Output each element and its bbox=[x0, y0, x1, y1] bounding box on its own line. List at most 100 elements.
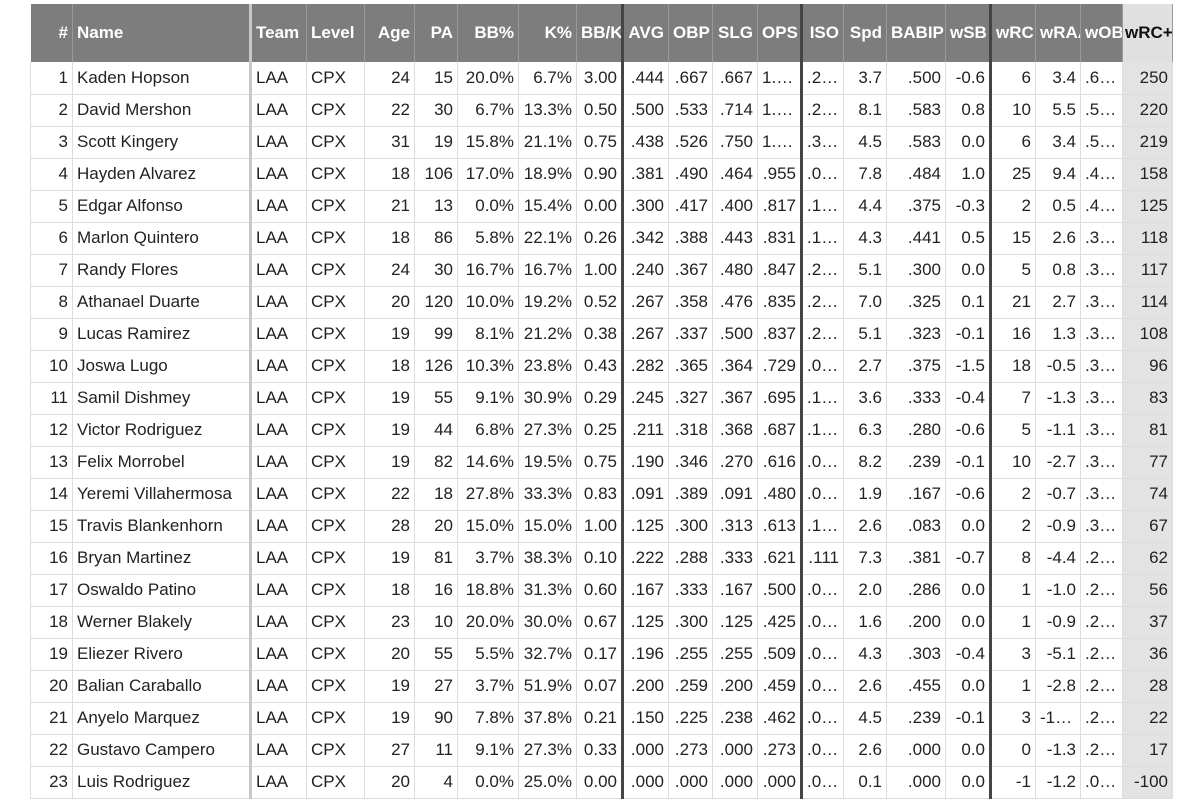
cell-obp: .288 bbox=[668, 542, 713, 575]
column-header-wrc-plus[interactable]: wRC+ bbox=[1122, 4, 1173, 62]
cell-spd: 0.1 bbox=[843, 766, 887, 799]
column-header-slg[interactable]: SLG bbox=[712, 4, 758, 62]
cell-obp: .667 bbox=[668, 62, 713, 95]
column-header-wsb[interactable]: wSB bbox=[945, 4, 992, 62]
table-row: 14 Yeremi Villahermosa LAA CPX 22 18 27.8% 33.3… bbox=[30, 478, 1173, 511]
player-name-cell[interactable]: Luis Rodriguez bbox=[72, 766, 252, 799]
player-name-cell[interactable]: Joswa Lugo bbox=[72, 350, 252, 383]
cell-wrc-plus: 96 bbox=[1122, 350, 1173, 383]
player-name-cell[interactable]: Bryan Martinez bbox=[72, 542, 252, 575]
cell-woba: .390 bbox=[1080, 254, 1123, 287]
cell-bb-pct: 3.7% bbox=[457, 670, 519, 703]
column-header-obp[interactable]: OBP bbox=[668, 4, 713, 62]
cell-spd: 7.0 bbox=[843, 286, 887, 319]
column-header-age[interactable]: Age bbox=[364, 4, 415, 62]
player-name-cell[interactable]: Scott Kingery bbox=[72, 126, 252, 159]
cell-pa: 30 bbox=[414, 94, 458, 127]
cell-k-pct: 25.0% bbox=[518, 766, 577, 799]
cell-wrc-plus: 118 bbox=[1122, 222, 1173, 255]
player-name-cell[interactable]: Victor Rodriguez bbox=[72, 414, 252, 447]
column-header-avg[interactable]: AVG bbox=[622, 4, 669, 62]
player-name-cell[interactable]: Eliezer Rivero bbox=[72, 638, 252, 671]
player-name-cell[interactable]: Randy Flores bbox=[72, 254, 252, 287]
column-header-level[interactable]: Level bbox=[306, 4, 365, 62]
player-name-cell[interactable]: Anyelo Marquez bbox=[72, 702, 252, 735]
cell-obp: .346 bbox=[668, 446, 713, 479]
stats-table: # Name Team Level Age PA BB% K% BB/K AVG OBP SLG OPS… bbox=[30, 4, 1173, 799]
player-name-cell[interactable]: Kaden Hopson bbox=[72, 62, 252, 95]
cell-pa: 44 bbox=[414, 414, 458, 447]
player-name-cell[interactable]: Lucas Ramirez bbox=[72, 318, 252, 351]
player-name-cell[interactable]: Marlon Quintero bbox=[72, 222, 252, 255]
cell-obp: .388 bbox=[668, 222, 713, 255]
cell-avg: .381 bbox=[622, 158, 669, 191]
cell-age: 23 bbox=[364, 606, 415, 639]
player-name-cell[interactable]: Werner Blakely bbox=[72, 606, 252, 639]
player-name-cell[interactable]: Athanael Duarte bbox=[72, 286, 252, 319]
cell-wrc: -1 bbox=[990, 766, 1036, 799]
cell-team: LAA bbox=[250, 446, 307, 479]
cell-spd: 4.5 bbox=[843, 126, 887, 159]
cell-bb-k: 0.17 bbox=[576, 638, 624, 671]
column-header-wrc[interactable]: wRC bbox=[990, 4, 1036, 62]
column-header-rank[interactable]: # bbox=[30, 4, 73, 62]
cell-babip: .200 bbox=[886, 606, 946, 639]
column-header-ops[interactable]: OPS bbox=[757, 4, 803, 62]
cell-babip: .239 bbox=[886, 446, 946, 479]
cell-avg: .211 bbox=[622, 414, 669, 447]
cell-pa: 11 bbox=[414, 734, 458, 767]
cell-obp: .259 bbox=[668, 670, 713, 703]
column-header-babip[interactable]: BABIP bbox=[886, 4, 946, 62]
column-header-bb-pct[interactable]: BB% bbox=[457, 4, 519, 62]
cell-team: LAA bbox=[250, 478, 307, 511]
cell-bb-pct: 20.0% bbox=[457, 62, 519, 95]
column-header-name[interactable]: Name bbox=[72, 4, 252, 62]
cell-obp: .300 bbox=[668, 606, 713, 639]
cell-obp: .337 bbox=[668, 318, 713, 351]
cell-woba: .304 bbox=[1080, 510, 1123, 543]
cell-team: LAA bbox=[250, 542, 307, 575]
player-name-cell[interactable]: Hayden Alvarez bbox=[72, 158, 252, 191]
cell-iso: .059 bbox=[801, 638, 844, 671]
cell-level: CPX bbox=[306, 254, 365, 287]
column-header-k-pct[interactable]: K% bbox=[518, 4, 577, 62]
player-name-cell[interactable]: Oswaldo Patino bbox=[72, 574, 252, 607]
player-name-cell[interactable]: Samil Dishmey bbox=[72, 382, 252, 415]
player-name-cell[interactable]: Edgar Alfonso bbox=[72, 190, 252, 223]
player-name-cell[interactable]: Yeremi Villahermosa bbox=[72, 478, 252, 511]
cell-avg: .282 bbox=[622, 350, 669, 383]
cell-bb-pct: 15.8% bbox=[457, 126, 519, 159]
player-name-cell[interactable]: Felix Morrobel bbox=[72, 446, 252, 479]
table-row: 18 Werner Blakely LAA CPX 23 10 20.0% 30.0% 0.67… bbox=[30, 606, 1173, 639]
cell-slg: .750 bbox=[712, 126, 758, 159]
cell-age: 24 bbox=[364, 254, 415, 287]
column-header-spd[interactable]: Spd bbox=[843, 4, 887, 62]
cell-babip: .375 bbox=[886, 350, 946, 383]
player-name-cell[interactable]: David Mershon bbox=[72, 94, 252, 127]
player-name-cell[interactable]: Balian Caraballo bbox=[72, 670, 252, 703]
column-header-iso[interactable]: ISO bbox=[801, 4, 844, 62]
column-header-bb-k[interactable]: BB/K bbox=[576, 4, 624, 62]
cell-slg: .367 bbox=[712, 382, 758, 415]
cell-bb-pct: 18.8% bbox=[457, 574, 519, 607]
cell-wsb: 0.0 bbox=[945, 606, 992, 639]
cell-iso: .000 bbox=[801, 478, 844, 511]
cell-team: LAA bbox=[250, 190, 307, 223]
column-header-wraa[interactable]: wRAA bbox=[1035, 4, 1081, 62]
table-row: 10 Joswa Lugo LAA CPX 18 126 10.3% 23.8% 0.43.28… bbox=[30, 350, 1173, 383]
cell-wraa: -1.3 bbox=[1035, 382, 1081, 415]
column-header-team[interactable]: Team bbox=[250, 4, 307, 62]
cell-wrc: 21 bbox=[990, 286, 1036, 319]
column-header-woba[interactable]: wOBA bbox=[1080, 4, 1123, 62]
cell-ops: .459 bbox=[757, 670, 803, 703]
player-name-cell[interactable]: Gustavo Campero bbox=[72, 734, 252, 767]
cell-avg: .000 bbox=[622, 734, 669, 767]
cell-bb-k: 0.75 bbox=[576, 446, 624, 479]
column-header-pa[interactable]: PA bbox=[414, 4, 458, 62]
player-name-cell[interactable]: Travis Blankenhorn bbox=[72, 510, 252, 543]
cell-babip: .583 bbox=[886, 94, 946, 127]
cell-avg: .245 bbox=[622, 382, 669, 415]
cell-wsb: -1.5 bbox=[945, 350, 992, 383]
cell-age: 19 bbox=[364, 542, 415, 575]
cell-iso: .240 bbox=[801, 254, 844, 287]
